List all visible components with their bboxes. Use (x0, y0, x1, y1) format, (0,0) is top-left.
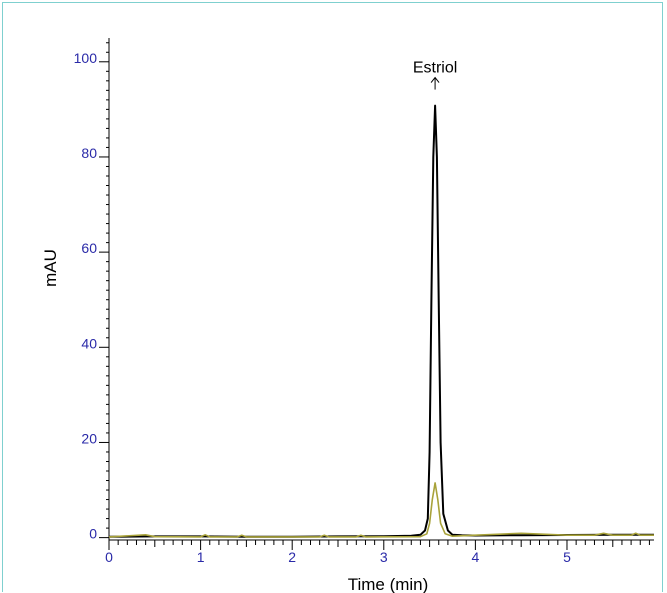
y-tick-label: 40 (81, 335, 97, 351)
y-tick-label: 80 (81, 145, 97, 161)
chromatogram-chart: 0 20 40 60 80 100 0 1 2 3 4 5 Estriol mAU Time (mi… (41, 38, 654, 593)
annotation-layer: Estriol (413, 60, 457, 90)
x-tick-label: 0 (105, 549, 113, 565)
y-axis-title: mAU (41, 249, 60, 287)
x-tick-label: 1 (197, 549, 205, 565)
x-axis-title: Time (min) (348, 575, 429, 593)
axes-group: 0 20 40 60 80 100 0 1 2 3 4 5 (74, 38, 654, 565)
series-line-1 (108, 104, 654, 538)
peak-arrow-head (430, 76, 440, 83)
y-major-ticks: 0 20 40 60 80 100 (74, 50, 109, 542)
y-tick-label: 20 (81, 430, 97, 446)
series-line-2 (108, 482, 654, 538)
x-tick-label: 4 (471, 549, 479, 565)
y-tick-label: 0 (89, 526, 97, 542)
x-minor-ticks (117, 540, 650, 547)
x-tick-label: 5 (563, 549, 571, 565)
x-tick-label: 3 (380, 549, 388, 565)
x-major-ticks: 0 1 2 3 4 5 (105, 540, 571, 565)
y-minor-ticks (106, 42, 109, 529)
series-layer (108, 104, 654, 538)
peak-label: Estriol (413, 60, 457, 77)
x-tick-label: 2 (288, 549, 296, 565)
y-tick-label: 60 (81, 240, 97, 256)
y-tick-label: 100 (74, 50, 98, 66)
